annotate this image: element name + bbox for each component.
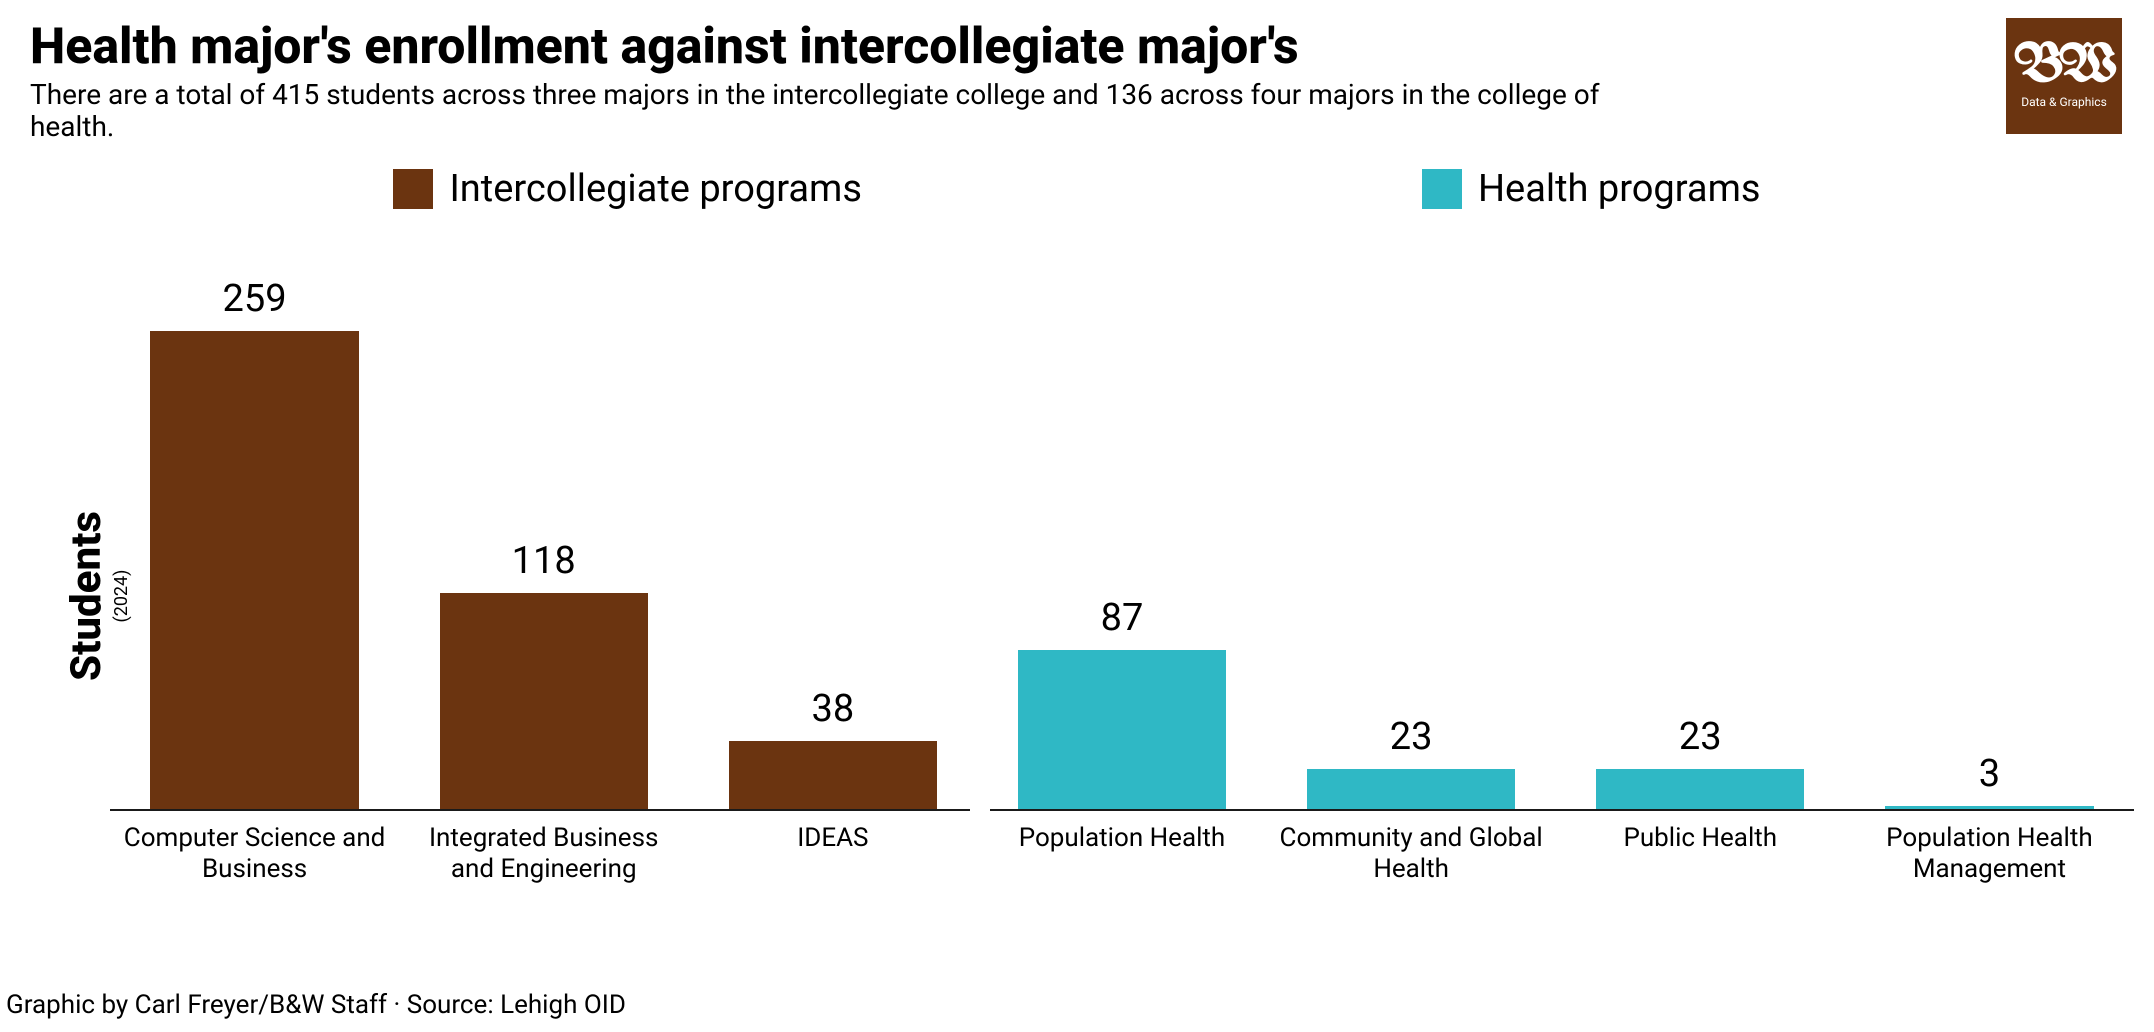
x-axis-line-right: [990, 809, 2134, 811]
x-axis-category-label: Computer Science and Business: [110, 823, 399, 885]
legend-swatch: [393, 169, 433, 209]
bar-value-label: 38: [811, 687, 854, 731]
bar: [729, 741, 937, 811]
bar-group: 23: [1556, 271, 1845, 811]
bar: [1596, 769, 1804, 812]
chart: Students (2024) 259118388723233 Computer…: [0, 271, 2154, 921]
legend: Intercollegiate programs Health programs: [0, 167, 2154, 211]
bar-group: 87: [977, 271, 1266, 811]
legend-item-health: Health programs: [1422, 167, 1761, 211]
y-axis-title: Students: [62, 511, 111, 681]
bar: [150, 331, 358, 811]
plot-area: 259 118 38 87 23 23 3: [110, 271, 2134, 811]
bar-group: 118: [399, 271, 688, 811]
x-axis-category-label: IDEAS: [688, 823, 977, 885]
x-axis-line-left: [110, 809, 970, 811]
bar-value-label: 118: [512, 539, 576, 583]
legend-item-intercollegiate: Intercollegiate programs: [393, 167, 861, 211]
bar-group: 3: [1845, 271, 2134, 811]
x-axis-category-label: Population Health Management: [1845, 823, 2134, 885]
bar-group: 259: [110, 271, 399, 811]
bar-group: 23: [1267, 271, 1556, 811]
legend-swatch: [1422, 169, 1462, 209]
bar: [440, 593, 648, 812]
bar: [1018, 650, 1226, 811]
footer-credit: Graphic by Carl Freyer/B&W Staff · Sourc…: [6, 990, 626, 1020]
bar-value-label: 23: [1679, 715, 1722, 759]
x-axis-category-label: Community and Global Health: [1267, 823, 1556, 885]
x-axis-category-label: Integrated Business and Engineering: [399, 823, 688, 885]
legend-label: Intercollegiate programs: [449, 167, 861, 211]
chart-subtitle: There are a total of 415 students across…: [30, 79, 1630, 143]
logo-subtext: Data & Graphics: [2021, 95, 2107, 109]
x-axis-category-label: Population Health: [977, 823, 1266, 885]
bar: [1307, 769, 1515, 812]
bar-value-label: 23: [1390, 715, 1433, 759]
x-axis-category-label: Public Health: [1556, 823, 1845, 885]
publisher-logo: BW Data & Graphics: [2004, 16, 2124, 136]
bar-value-label: 3: [1979, 752, 2000, 796]
legend-label: Health programs: [1478, 167, 1761, 211]
bars-row: 259 118 38 87 23 23 3: [110, 271, 2134, 811]
bar-group: 38: [688, 271, 977, 811]
logo-text: BW: [2015, 43, 2113, 92]
chart-title: Health major's enrollment against interc…: [30, 20, 2124, 75]
x-axis-labels: Computer Science and BusinessIntegrated …: [110, 823, 2134, 885]
bar-value-label: 87: [1101, 596, 1144, 640]
header: Health major's enrollment against interc…: [0, 0, 2154, 143]
bar-value-label: 259: [223, 277, 287, 321]
